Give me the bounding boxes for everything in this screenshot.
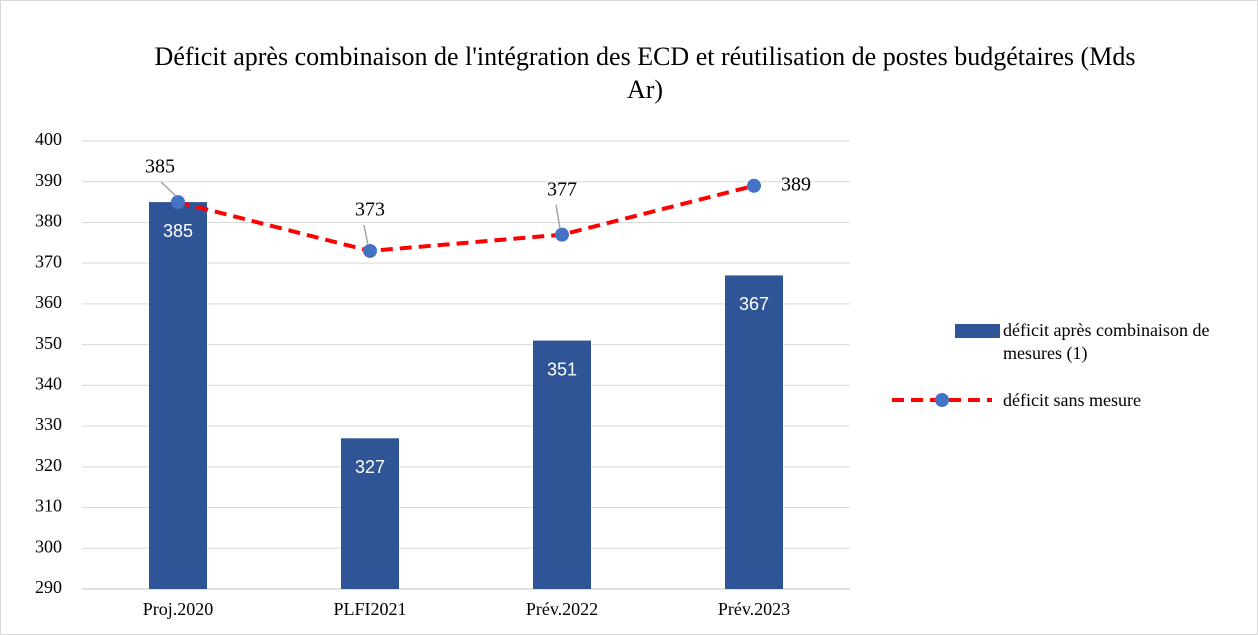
bar-value-label: 385 xyxy=(163,221,193,241)
bar-value-label: 327 xyxy=(355,457,385,477)
y-tick-label: 340 xyxy=(35,373,62,393)
legend-bar: déficit après combinaison de mesures (1) xyxy=(1003,320,1210,363)
y-tick-label: 370 xyxy=(35,251,62,271)
bar xyxy=(341,438,399,589)
y-tick-label: 290 xyxy=(35,577,62,597)
x-tick-label: Proj.2020 xyxy=(143,599,214,619)
x-tick-label: PLFI2021 xyxy=(333,599,406,619)
line-marker xyxy=(747,178,761,193)
line-marker xyxy=(555,227,569,242)
y-tick-label: 360 xyxy=(35,292,62,312)
legend-line: déficit sans mesure xyxy=(1003,390,1141,410)
y-tick-label: 310 xyxy=(35,496,62,516)
y-tick-label: 390 xyxy=(35,170,62,190)
leader-line xyxy=(363,224,369,246)
y-tick-label: 380 xyxy=(35,211,62,231)
bar-value-label: 351 xyxy=(547,359,577,379)
line-value-label: 385 xyxy=(145,156,175,178)
y-tick-label: 300 xyxy=(35,536,62,556)
leader-line xyxy=(555,204,561,229)
line-value-label: 377 xyxy=(547,178,577,200)
y-tick-label: 400 xyxy=(35,129,62,149)
line-marker xyxy=(363,243,377,258)
legend-swatch-bar xyxy=(955,324,1000,338)
line-value-label: 389 xyxy=(781,173,811,195)
chart-title: Déficit après combinaison de l'intégrati… xyxy=(154,42,1136,104)
line-marker xyxy=(171,195,185,210)
y-tick-label: 320 xyxy=(35,455,62,475)
bar xyxy=(725,275,783,589)
leader-line xyxy=(160,181,177,197)
bar xyxy=(149,202,207,589)
line xyxy=(177,183,755,253)
legend-swatch-marker xyxy=(935,393,949,407)
y-tick-label: 350 xyxy=(35,333,62,353)
bar-value-label: 367 xyxy=(739,294,769,314)
x-tick-label: Prév.2022 xyxy=(526,599,598,619)
x-tick-label: Prév.2023 xyxy=(718,599,790,619)
bar xyxy=(533,340,591,589)
line-value-label: 373 xyxy=(355,199,385,221)
y-tick-label: 330 xyxy=(35,414,62,434)
